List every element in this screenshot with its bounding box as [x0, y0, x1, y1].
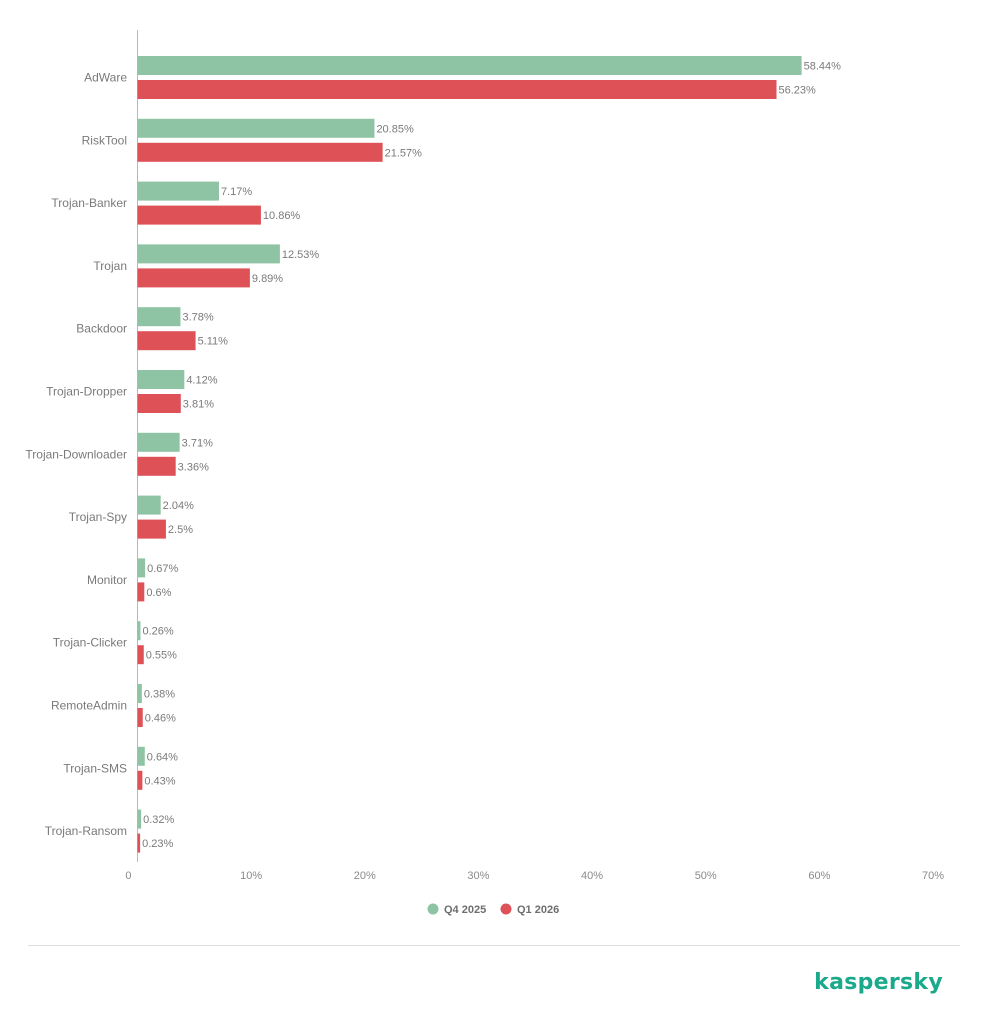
bar-q1-2026 [137, 645, 144, 665]
x-tick-label: 30% [467, 870, 489, 882]
bar-q1-2026 [137, 708, 143, 727]
bar-q4-2025 [137, 370, 185, 389]
category-label: Trojan-Ransom [45, 824, 127, 838]
category-label: Backdoor [76, 322, 127, 336]
value-label: 3.36% [178, 461, 209, 473]
bar-q1-2026 [137, 770, 143, 790]
bar-q4-2025 [137, 621, 141, 641]
legend-marker [427, 903, 439, 915]
bar-q1-2026 [137, 331, 196, 351]
value-label: 3.78% [182, 312, 213, 324]
value-label: 21.57% [385, 147, 423, 159]
value-label: 7.17% [221, 186, 252, 198]
bar-q4-2025 [137, 56, 802, 75]
bar-q4-2025 [137, 118, 375, 138]
category-label: AdWare [84, 71, 127, 85]
value-label: 9.89% [252, 273, 283, 285]
x-tick-label: 20% [354, 870, 376, 882]
value-label: 56.23% [779, 85, 817, 97]
x-tick-label: 60% [808, 870, 830, 882]
x-tick-label: 70% [922, 870, 944, 882]
value-label: 0.23% [142, 838, 173, 850]
bar-q1-2026 [137, 582, 145, 602]
legend-label: Q4 2025 [444, 904, 486, 916]
bar-q1-2026 [137, 519, 166, 539]
value-label: 4.12% [186, 375, 217, 387]
bar-q4-2025 [137, 746, 145, 766]
value-label: 0.6% [146, 587, 171, 599]
value-label: 0.26% [142, 626, 173, 638]
category-label: RiskTool [82, 133, 127, 147]
value-label: 0.67% [147, 563, 178, 575]
bar-q1-2026 [137, 268, 250, 288]
kaspersky-logo: kaspersky [814, 970, 943, 995]
value-label: 2.04% [163, 500, 194, 512]
bar-q4-2025 [137, 684, 142, 703]
category-label: Trojan-SMS [63, 761, 127, 775]
bar-q1-2026 [137, 394, 181, 413]
bar-q1-2026 [137, 456, 176, 476]
value-label: 12.53% [282, 249, 320, 261]
bar-q1-2026 [137, 80, 777, 99]
category-label: RemoteAdmin [51, 699, 127, 713]
value-label: 0.32% [143, 814, 174, 826]
category-label: Trojan-Downloader [25, 447, 127, 461]
value-label: 58.44% [804, 61, 842, 73]
x-tick-label: 50% [695, 870, 717, 882]
bar-q4-2025 [137, 307, 181, 327]
category-label: Trojan-Clicker [53, 636, 127, 650]
bar-q1-2026 [137, 142, 383, 162]
x-tick-label: 10% [240, 870, 262, 882]
value-label: 10.86% [263, 210, 301, 222]
value-label: 3.71% [182, 437, 213, 449]
bar-q4-2025 [137, 432, 180, 452]
category-label: Trojan-Dropper [46, 385, 127, 399]
value-label: 0.46% [145, 713, 176, 725]
value-label: 20.85% [376, 123, 414, 135]
legend-marker [500, 903, 512, 915]
bar-q4-2025 [137, 495, 161, 515]
value-label: 3.81% [183, 399, 214, 411]
value-label: 0.55% [146, 650, 177, 662]
value-label: 0.64% [147, 751, 178, 763]
category-label: Trojan-Spy [69, 510, 127, 524]
bar-chart: AdWare 58.44% 56.23% RiskTool 20.85% 21.57% Tr… [25, 30, 944, 916]
bar-q4-2025 [137, 558, 146, 578]
x-tick-label: 0 [125, 870, 131, 882]
category-label: Trojan-Banker [51, 196, 127, 210]
bar-q4-2025 [137, 181, 219, 201]
bar-q4-2025 [137, 809, 142, 829]
category-label: Monitor [87, 573, 127, 587]
value-label: 0.38% [144, 689, 175, 701]
value-label: 2.5% [168, 524, 193, 536]
category-label: Trojan [93, 259, 127, 273]
bar-q4-2025 [137, 244, 280, 264]
bar-q1-2026 [137, 205, 261, 225]
value-label: 5.11% [198, 336, 229, 348]
legend-label: Q1 2026 [517, 904, 559, 916]
value-label: 0.43% [144, 775, 175, 787]
bar-q1-2026 [137, 833, 141, 853]
footer-divider [28, 945, 960, 946]
x-tick-label: 40% [581, 870, 603, 882]
